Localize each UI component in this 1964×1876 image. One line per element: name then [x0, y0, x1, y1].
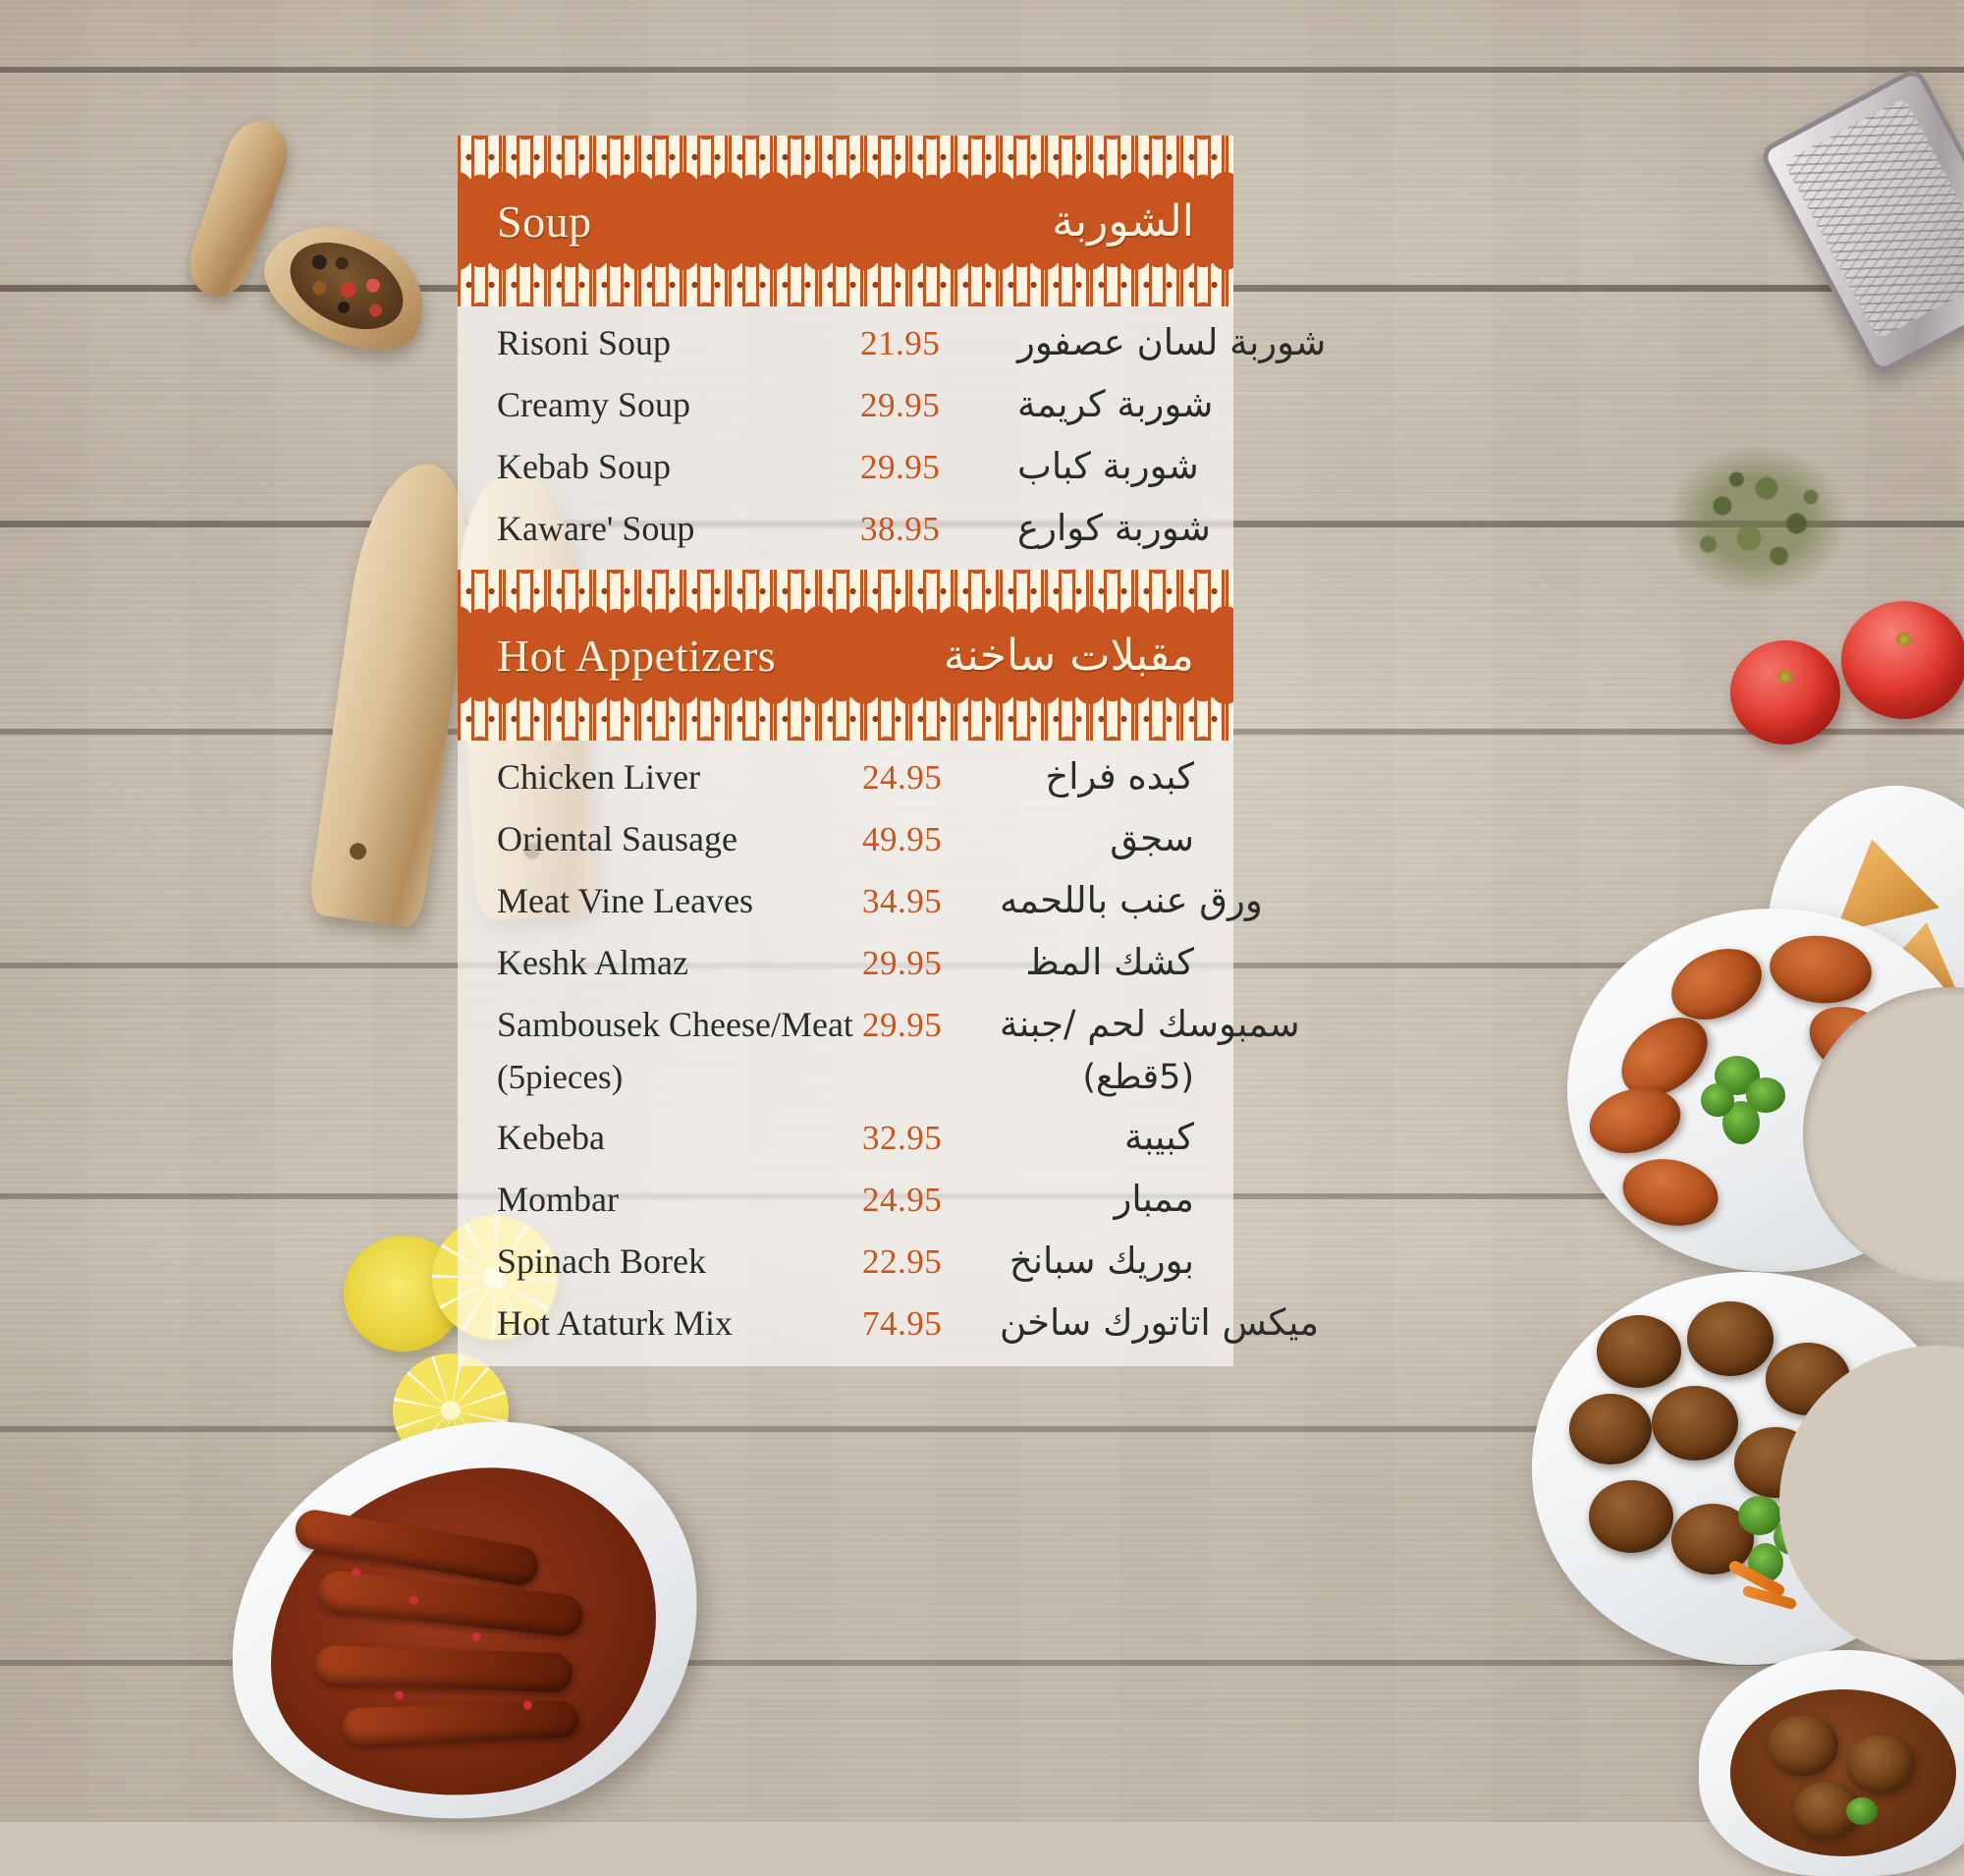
item-name-en: Kebab Soup	[497, 447, 671, 486]
item-price: 49.95	[862, 820, 943, 858]
item-name-ar: سجق	[1110, 817, 1194, 859]
menu-row[interactable]: Spinach Borek 22.95 بوريك سبانخ	[458, 1229, 1233, 1291]
item-name-en: Kebeba	[497, 1118, 605, 1157]
item-price: 32.95	[862, 1119, 943, 1157]
item-name-ar: كبيبة	[1124, 1116, 1194, 1158]
item-price: 24.95	[862, 1181, 943, 1219]
item-name-ar-cont: (5قطع)	[1082, 1058, 1194, 1097]
item-name-ar: ورق عنب باللحمه	[1000, 879, 1263, 921]
item-name-ar: ممبار	[1114, 1178, 1194, 1220]
item-name-en: Hot Ataturk Mix	[497, 1303, 733, 1343]
menu-row[interactable]: Creamy Soup 29.95 شوربة كريمة	[458, 372, 1233, 434]
item-price: 24.95	[862, 758, 943, 797]
item-price: 74.95	[862, 1304, 943, 1343]
item-price: 38.95	[860, 510, 941, 548]
section-header-soup: Soup الشوربة	[458, 179, 1233, 263]
section-title-ar: مقبلات ساخنة	[943, 630, 1194, 681]
item-name-en: Mombar	[497, 1180, 619, 1219]
menu-section-hot-appetizers: Hot Appetizers مقبلات ساخنة Chicken Live…	[458, 570, 1319, 1366]
item-name-ar: كشك المظ	[1025, 941, 1194, 983]
section-title-en: Soup	[497, 195, 592, 247]
arabesque-border-top	[458, 136, 1233, 179]
section-header-hot-appetizers: Hot Appetizers مقبلات ساخنة	[458, 613, 1233, 697]
section-title-ar: الشوربة	[1052, 195, 1194, 247]
item-name-en: Risoni Soup	[497, 323, 672, 362]
item-name-en: Keshk Almaz	[497, 943, 688, 982]
menu-row[interactable]: Meat Vine Leaves 34.95 ورق عنب باللحمه	[458, 868, 1263, 930]
item-name-en: Sambousek Cheese/Meat	[497, 1005, 853, 1044]
arabesque-border-top	[458, 570, 1233, 613]
menu-row-continuation: (5pieces) (5قطع)	[458, 1054, 1233, 1105]
arabesque-border-bottom	[458, 697, 1233, 741]
item-name-en: Spinach Borek	[497, 1241, 706, 1281]
menu-row[interactable]: Sambousek Cheese/Meat 29.95 سمبوسك لحم /…	[458, 992, 1300, 1054]
item-name-ar: ميكس اتاتورك ساخن	[1000, 1301, 1320, 1344]
item-name-ar: سمبوسك لحم /جبنة	[1000, 1003, 1300, 1045]
item-name-en: Oriental Sausage	[497, 819, 737, 858]
hot-appetizers-item-list: Chicken Liver 24.95 كبده فراخ Oriental S…	[458, 741, 1319, 1366]
menu-row[interactable]: Chicken Liver 24.95 كبده فراخ	[458, 745, 1233, 806]
menu-row[interactable]: Kebab Soup 29.95 شوربة كباب	[458, 434, 1233, 496]
item-name-ar: شوربة كباب	[1017, 445, 1199, 487]
item-name-ar: كبده فراخ	[1045, 755, 1194, 798]
item-name-ar: شوربة لسان عصفور	[1017, 321, 1327, 363]
section-title-en: Hot Appetizers	[497, 630, 777, 681]
item-price: 29.95	[862, 944, 943, 982]
item-price: 22.95	[862, 1242, 943, 1281]
menu-row[interactable]: Kebeba 32.95 كبيبة	[458, 1105, 1233, 1167]
menu-row[interactable]: Keshk Almaz 29.95 كشك المظ	[458, 930, 1233, 992]
menu-section-soup: Soup الشوربة Risoni Soup 21.95 شوربة لسا…	[458, 136, 1326, 634]
item-name-ar: شوربة كوارع	[1017, 507, 1211, 549]
item-name-en: Creamy Soup	[497, 385, 690, 424]
item-price: 29.95	[860, 448, 941, 486]
item-price: 34.95	[862, 882, 943, 920]
item-price: 29.95	[862, 1006, 943, 1044]
item-name-en: Meat Vine Leaves	[497, 881, 754, 920]
item-name-en: Chicken Liver	[497, 757, 700, 797]
item-name-en-cont: (5pieces)	[497, 1058, 624, 1096]
menu-row[interactable]: Kaware' Soup 38.95 شوربة كوارع	[458, 496, 1233, 558]
item-name-en: Kaware' Soup	[497, 509, 695, 548]
item-name-ar: شوربة كريمة	[1017, 383, 1214, 425]
item-name-ar: بوريك سبانخ	[1009, 1240, 1194, 1282]
menu-row[interactable]: Risoni Soup 21.95 شوربة لسان عصفور	[458, 310, 1326, 372]
arabesque-border-bottom	[458, 263, 1233, 306]
menu-row[interactable]: Oriental Sausage 49.95 سجق	[458, 806, 1233, 868]
menu-row[interactable]: Mombar 24.95 ممبار	[458, 1167, 1233, 1229]
item-price: 29.95	[860, 386, 941, 424]
item-price: 21.95	[860, 324, 941, 362]
menu-row[interactable]: Hot Ataturk Mix 74.95 ميكس اتاتورك ساخن	[458, 1291, 1319, 1352]
